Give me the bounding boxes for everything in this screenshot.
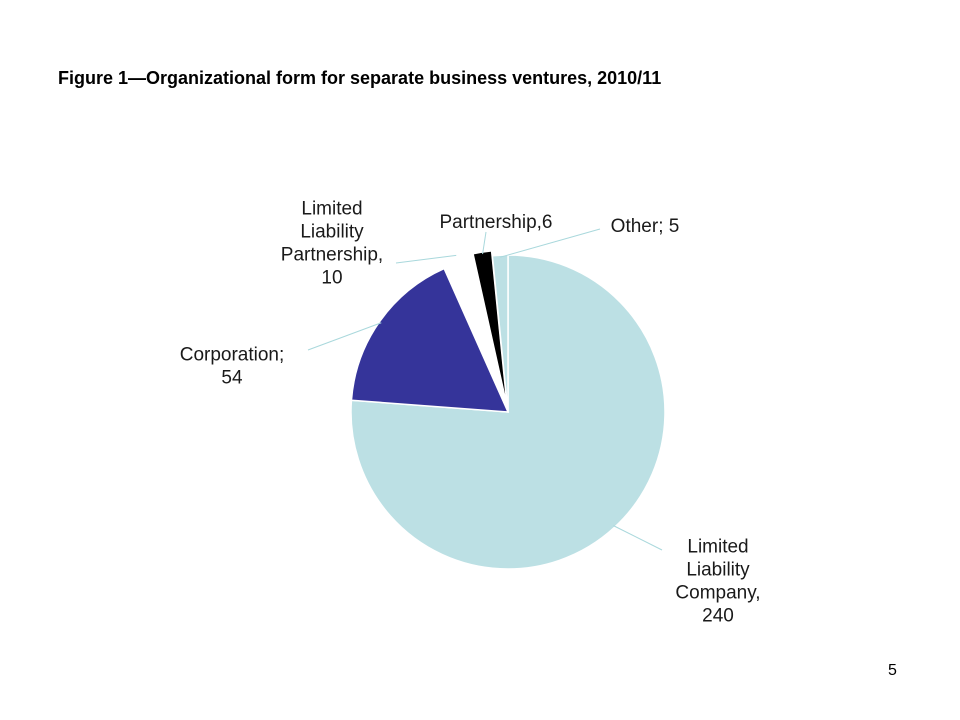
slice-label-line: Limited <box>301 199 362 220</box>
slice-label-limited-liability-company: Limited Liability Company, 240 <box>675 537 760 627</box>
pie-slice-corporation <box>350 267 510 413</box>
leader-line-corporation <box>307 322 382 351</box>
slice-label-line: Limited <box>687 537 748 558</box>
pie-slice-partnership <box>472 250 508 408</box>
slice-label-other: Other; 5 <box>611 216 680 237</box>
leader-line-limited-liability-company <box>613 525 663 551</box>
slice-label-line: Partnership, <box>281 245 383 266</box>
slice-label-line: 240 <box>702 606 734 627</box>
slice-label-line: Partnership,6 <box>439 212 552 233</box>
pie-slice-limited-liability-company <box>350 254 666 570</box>
slice-label-line: 54 <box>221 368 243 389</box>
slice-label-limited-liability-partnership: Limited Liability Partnership, 10 <box>281 199 383 289</box>
slice-label-line: 10 <box>321 268 342 289</box>
slice-label-partnership: Partnership,6 <box>439 212 552 233</box>
pie-slices <box>350 248 666 570</box>
leader-line-partnership <box>482 231 487 255</box>
leader-line-other <box>500 228 601 258</box>
page-number: 5 <box>888 662 897 679</box>
slice-label-corporation: Corporation; 54 <box>180 345 285 389</box>
chart-title: Figure 1—Organizational form for separat… <box>58 68 662 88</box>
slice-label-line: Company, <box>675 583 760 604</box>
slice-label-line: Corporation; <box>180 345 285 366</box>
slice-label-line: Liability <box>686 560 750 581</box>
slice-label-line: Other; 5 <box>611 216 680 237</box>
slice-label-line: Liability <box>300 222 364 243</box>
leader-line-limited-liability-partnership <box>395 254 457 264</box>
pie-slice-limited-liability-partnership <box>440 248 506 403</box>
leader-lines <box>307 228 663 551</box>
